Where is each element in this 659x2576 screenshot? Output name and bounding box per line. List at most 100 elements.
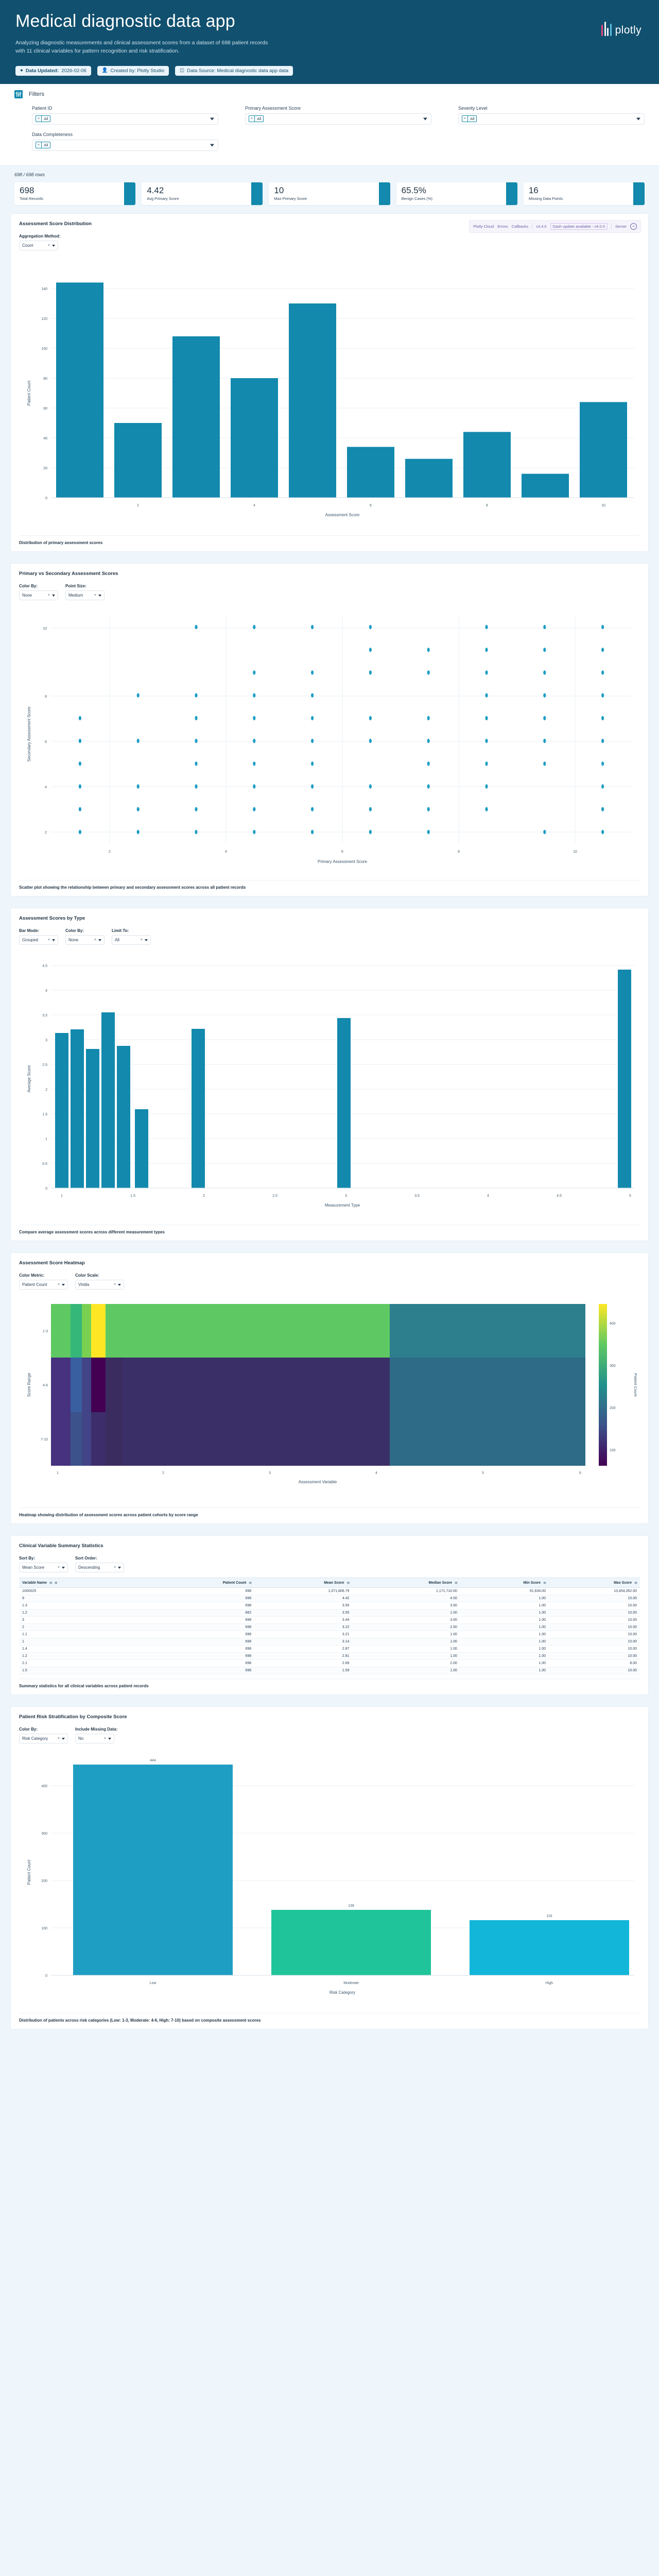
bar-chart-by-type: 0 0.5 1 1.5 2 2.5 3 3.5 4 4.5	[19, 950, 640, 1221]
table-cell: 698	[146, 1587, 255, 1596]
table-column-header[interactable]: Mean Score ≣	[254, 1578, 353, 1588]
clear-icon[interactable]: ×	[249, 116, 255, 122]
table-cell: 2.81	[254, 1652, 353, 1660]
chevron-down-icon[interactable]	[52, 939, 55, 941]
chevron-down-icon[interactable]	[98, 594, 101, 597]
scatter-point	[195, 807, 198, 812]
server-link[interactable]: Server	[615, 224, 627, 229]
bars	[55, 970, 631, 1189]
chevron-down-icon[interactable]	[98, 939, 101, 941]
color-metric-select[interactable]: Patient Count ×	[19, 1280, 68, 1290]
table-cell: 10.00	[548, 1609, 640, 1617]
scatter-point	[543, 625, 546, 630]
aggregation-method-select[interactable]: Count ×	[19, 241, 58, 251]
clear-icon[interactable]: ×	[57, 1283, 60, 1287]
svg-text:80: 80	[43, 377, 47, 381]
color-by-select[interactable]: None ×	[65, 935, 105, 945]
filter-token[interactable]: × All	[36, 115, 51, 123]
kpi-accent-bar	[506, 182, 517, 206]
table-column-header[interactable]: Variable Name ≣ ≣	[19, 1578, 147, 1588]
table-column-header[interactable]: Median Score ≣	[352, 1578, 460, 1588]
chevron-down-icon[interactable]	[62, 1283, 65, 1286]
clear-icon[interactable]: ×	[113, 1566, 116, 1570]
include-missing-data-select[interactable]: No ×	[75, 1734, 114, 1744]
clear-icon[interactable]: ×	[462, 116, 469, 122]
table-cell: 1.1	[19, 1631, 147, 1639]
filter-icon[interactable]: ≣	[543, 1581, 546, 1585]
check-circle-icon: ●	[20, 67, 23, 74]
sort-by-select[interactable]: Mean Score ×	[19, 1563, 68, 1573]
scatter-point	[253, 830, 256, 835]
scatter-point	[543, 648, 546, 652]
scatter-point	[311, 784, 314, 789]
chevron-down-icon[interactable]	[636, 117, 640, 121]
y-axis-title: Average Score	[27, 1065, 31, 1093]
filter-token[interactable]: × All	[36, 142, 51, 149]
sort-icon[interactable]: ≣	[54, 1581, 58, 1585]
chevron-down-icon[interactable]	[62, 1737, 65, 1740]
scatter-point	[427, 716, 430, 721]
chevron-down-icon[interactable]	[108, 1737, 111, 1740]
svg-text:2: 2	[137, 504, 139, 507]
clear-icon[interactable]: ×	[103, 1737, 106, 1741]
clear-icon[interactable]: ×	[57, 1737, 60, 1741]
filter-token[interactable]: × All	[462, 115, 477, 123]
bar-mode-select[interactable]: Grouped ×	[19, 935, 58, 945]
point-size-select[interactable]: Medium ×	[65, 590, 105, 601]
clear-icon[interactable]: ×	[140, 938, 143, 942]
table-cell: 4.00	[352, 1595, 460, 1603]
table-cell: 698	[146, 1638, 255, 1646]
control-value: Count	[22, 243, 33, 248]
dash-update-badge[interactable]: Dash update available - v4.0.0	[550, 223, 608, 230]
chevron-down-icon[interactable]	[118, 1566, 121, 1569]
clear-icon[interactable]: ×	[47, 244, 50, 248]
errors-link[interactable]: Errors	[497, 224, 508, 229]
clear-icon[interactable]: ×	[36, 142, 42, 148]
control-color-scale: Color Scale: Viridis ×	[75, 1273, 124, 1290]
scatter-point	[601, 739, 604, 743]
clear-icon[interactable]: ×	[113, 1283, 116, 1287]
filter-icon[interactable]: ≣	[455, 1581, 458, 1585]
chevron-down-icon[interactable]	[145, 939, 148, 941]
sort-order-select[interactable]: Descending ×	[75, 1563, 124, 1573]
filter-data-completeness-select[interactable]: × All	[32, 139, 218, 151]
color-by-select[interactable]: Risk Category ×	[19, 1734, 68, 1744]
chevron-down-icon[interactable]	[423, 117, 427, 121]
table-column-header[interactable]: Min Score ≣	[460, 1578, 549, 1588]
filter-icon[interactable]: ≣	[249, 1581, 252, 1585]
filter-icon[interactable]: ≣	[634, 1581, 637, 1585]
callbacks-link[interactable]: Callbacks	[511, 224, 529, 229]
clear-icon[interactable]: ×	[94, 594, 96, 598]
filters-grid: Patient ID × All Primary Assessment Scor…	[14, 106, 645, 156]
color-scale-select[interactable]: Viridis ×	[75, 1280, 124, 1290]
filter-icon[interactable]: ≣	[346, 1581, 350, 1585]
row-count: 698 / 698 rows	[14, 172, 45, 177]
limit-to-select[interactable]: All ×	[112, 935, 151, 945]
clear-icon[interactable]: ×	[94, 938, 96, 942]
table-row: 1 698 3.14 1.00 1.00 10.00	[19, 1638, 640, 1646]
plotly-cloud-link[interactable]: Plotly Cloud	[473, 224, 494, 229]
filter-token[interactable]: × All	[249, 115, 264, 123]
y-tick-labels: 2 4 6 8 10	[43, 627, 47, 835]
x-tick-labels: 1 2 3 4 5 6	[57, 1471, 581, 1475]
chevron-down-icon[interactable]	[52, 594, 55, 597]
filter-primary-assessment-score-select[interactable]: × All	[245, 113, 431, 125]
filter-severity-level-select[interactable]: × All	[458, 113, 645, 125]
clear-icon[interactable]: ×	[36, 116, 42, 122]
y-tick-labels: 1-3 4-6 7-10	[41, 1330, 48, 1442]
clear-icon[interactable]: ×	[47, 938, 50, 942]
clear-icon[interactable]: ×	[47, 594, 50, 598]
chevron-down-icon[interactable]	[62, 1566, 65, 1569]
chevron-down-icon[interactable]	[118, 1283, 121, 1286]
chevron-down-icon[interactable]	[52, 244, 55, 247]
clear-icon[interactable]: ×	[57, 1566, 60, 1570]
color-by-select[interactable]: None ×	[19, 590, 58, 601]
chevron-down-icon[interactable]	[210, 117, 214, 121]
chevron-down-icon[interactable]	[210, 144, 214, 147]
filter-patient-id-select[interactable]: × All	[32, 113, 218, 125]
devtools-toggle-icon[interactable]: »	[630, 223, 637, 230]
kpi-value: 698	[20, 185, 34, 195]
table-column-header[interactable]: Patient Count ≣	[146, 1578, 255, 1588]
filter-icon[interactable]: ≣	[49, 1581, 53, 1585]
table-column-header[interactable]: Max Score ≣	[548, 1578, 640, 1588]
